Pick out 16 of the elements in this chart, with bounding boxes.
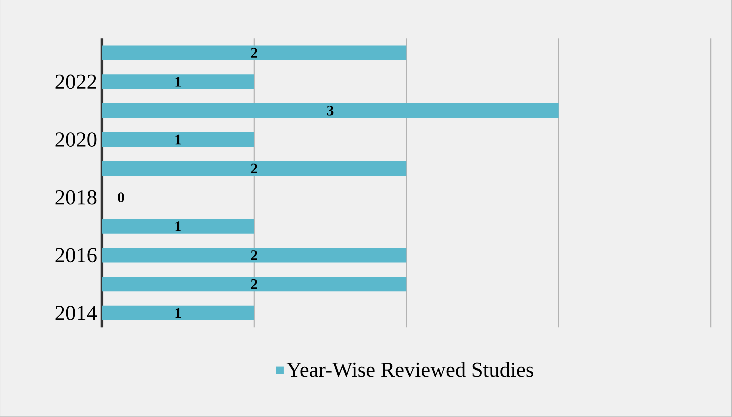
data-label: 2: [251, 279, 258, 290]
y-tick-label: 2022: [56, 74, 96, 90]
data-label: 1: [176, 134, 182, 144]
data-label: 2: [251, 48, 258, 58]
data-label: 3: [327, 106, 334, 116]
data-label: 1: [176, 222, 182, 232]
data-label: 0: [118, 192, 124, 202]
y-tick-label: 2018: [56, 190, 97, 205]
data-label: 2: [251, 164, 258, 174]
data-label: 1: [176, 308, 182, 318]
data-label: 2: [251, 250, 258, 260]
y-tick-label: 2016: [56, 248, 97, 262]
y-tick-label: 2020: [56, 132, 97, 147]
data-label: 1: [176, 76, 182, 87]
legend-label: Year-Wise Reviewed Studies: [286, 362, 534, 378]
y-tick-label: 2014: [56, 306, 98, 320]
